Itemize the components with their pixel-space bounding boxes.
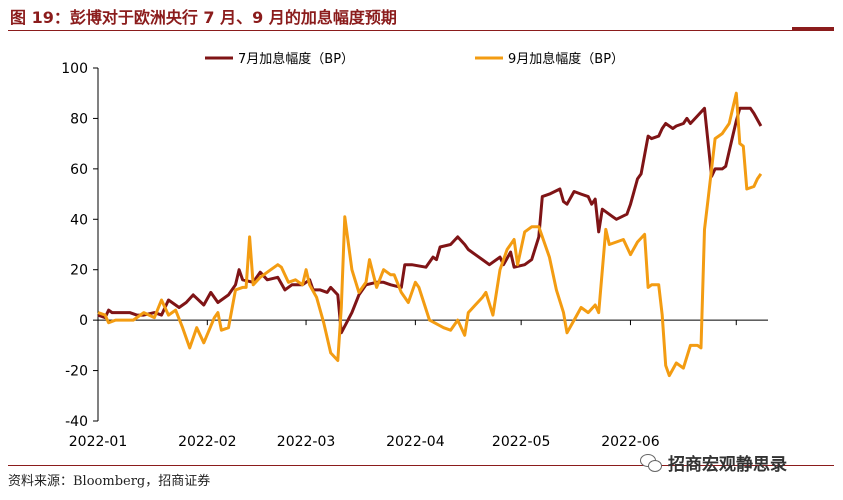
x-tick-label-4: 2022-05 xyxy=(492,434,551,450)
title-divider xyxy=(8,30,834,31)
y-tick-label-7: 100 xyxy=(61,61,88,77)
title-divider-accent xyxy=(792,27,834,31)
x-tick-label-3: 2022-04 xyxy=(386,434,445,450)
wechat-icon xyxy=(640,453,662,472)
y-tick-label-4: 40 xyxy=(70,212,88,228)
x-tick-label-2: 2022-03 xyxy=(277,434,336,450)
axes: -40 -20 0 20 40 60 80 100 2022-01 2022-02 2022-03 2… xyxy=(61,61,768,450)
legend-label-series-1: 9月加息幅度（BP） xyxy=(508,51,624,67)
legend: 7月加息幅度（BP） 9月加息幅度（BP） xyxy=(205,51,624,67)
watermark: 招商宏观静思录 xyxy=(640,450,787,475)
source-note: 资料来源：Bloomberg，招商证券 xyxy=(8,474,211,489)
legend-label-series-0: 7月加息幅度（BP） xyxy=(238,51,354,67)
x-tick-label-5: 2022-06 xyxy=(601,434,660,450)
y-tick-label-2: 0 xyxy=(79,313,88,329)
x-tick-label-0: 2022-01 xyxy=(69,434,128,450)
y-tick-label-1: -20 xyxy=(65,364,88,380)
watermark-text: 招商宏观静思录 xyxy=(668,455,787,475)
x-tick-label-1: 2022-02 xyxy=(178,434,237,450)
series-layer xyxy=(97,91,763,378)
figure-title: 图 19：彭博对于欧洲央行 7 月、9 月的加息幅度预期 xyxy=(10,8,397,27)
chart-area: 7月加息幅度（BP） 9月加息幅度（BP） -40 -20 0 20 40 60 80 100… xyxy=(61,51,768,450)
source-divider xyxy=(8,465,834,466)
y-tick-label-5: 60 xyxy=(70,162,88,178)
y-tick-label-3: 20 xyxy=(70,263,88,279)
series-line-1 xyxy=(97,91,763,378)
y-tick-label-0: -40 xyxy=(65,414,88,430)
series-line-0 xyxy=(97,106,763,335)
y-tick-label-6: 80 xyxy=(70,111,88,127)
